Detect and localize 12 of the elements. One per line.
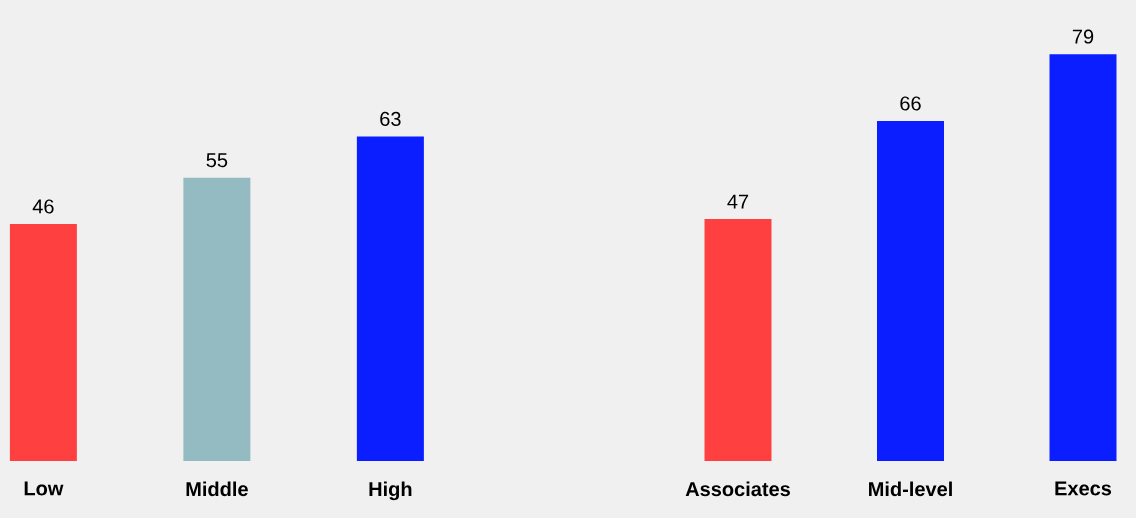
x-tick-label: Low <box>24 481 64 496</box>
x-tick-label: Associates <box>685 481 790 497</box>
data-label: 47 <box>727 194 749 209</box>
x-tick-label: Middle <box>186 481 248 497</box>
x-tick-label: Mid-level <box>869 481 952 497</box>
data-label: 66 <box>900 96 921 111</box>
data-label: 46 <box>32 199 54 214</box>
data-label: 55 <box>206 153 228 168</box>
data-label: 63 <box>380 111 401 126</box>
x-tick-label: High <box>369 481 412 501</box>
data-label: 79 <box>1072 29 1094 44</box>
x-tick-label: Execs <box>1055 481 1112 496</box>
